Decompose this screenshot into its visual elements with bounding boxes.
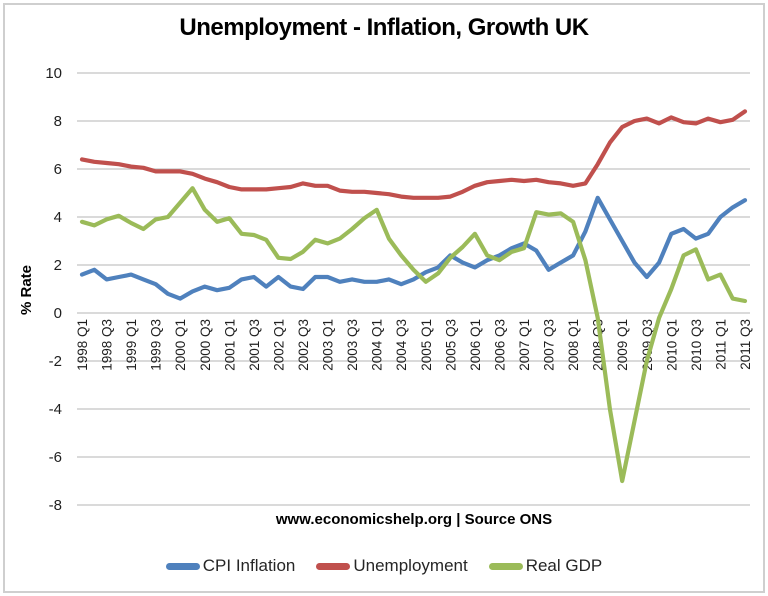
x-tick-label: 2001 Q1 bbox=[222, 319, 237, 371]
x-tick-label: 2010 Q1 bbox=[664, 319, 679, 371]
legend-label-unemployment: Unemployment bbox=[353, 556, 468, 575]
x-tick-label: 2002 Q1 bbox=[271, 319, 286, 371]
x-tick-label: 2011 Q3 bbox=[738, 319, 753, 370]
legend-item-unemployment: Unemployment bbox=[316, 556, 468, 576]
x-tick-label: 2008 Q1 bbox=[566, 319, 581, 371]
x-tick-label: 2005 Q3 bbox=[443, 319, 458, 371]
x-tick-label: 2003 Q1 bbox=[321, 319, 336, 371]
x-tick-label: 2011 Q1 bbox=[713, 319, 728, 370]
legend-swatch-real-gdp bbox=[488, 562, 523, 570]
legend-swatch-cpi-inflation bbox=[165, 562, 200, 570]
series-line-real-gdp bbox=[79, 186, 748, 484]
x-tick-label: 2007 Q1 bbox=[517, 319, 532, 371]
y-tick-label: 6 bbox=[54, 161, 62, 178]
x-tick-label: 2007 Q3 bbox=[542, 319, 557, 371]
y-tick-label: 2 bbox=[54, 257, 62, 274]
x-tick-label: 2006 Q3 bbox=[492, 319, 507, 371]
x-tick-label: 1999 Q1 bbox=[124, 319, 139, 371]
series-line-unemployment bbox=[79, 109, 748, 200]
x-tick-label: 2004 Q3 bbox=[394, 319, 409, 371]
chart-title: Unemployment - Inflation, Growth UK bbox=[179, 14, 589, 41]
x-tick-label: 1998 Q3 bbox=[100, 319, 115, 371]
x-tick-label: 2002 Q3 bbox=[296, 319, 311, 371]
x-tick-label: 2001 Q3 bbox=[247, 319, 262, 371]
series-line-cpi-inflation bbox=[79, 195, 748, 301]
x-tick-label: 1998 Q1 bbox=[75, 319, 90, 371]
x-tick-label: 2000 Q3 bbox=[198, 319, 213, 371]
x-tick-label: 2004 Q1 bbox=[370, 319, 385, 371]
y-tick-label: -2 bbox=[49, 353, 62, 370]
legend-item-cpi-inflation: CPI Inflation bbox=[165, 556, 296, 576]
y-axis-label: % Rate bbox=[18, 265, 35, 315]
legend-item-real-gdp: Real GDP bbox=[488, 556, 603, 576]
x-tick-label: 2010 Q3 bbox=[689, 319, 704, 371]
y-tick-label: -8 bbox=[49, 497, 62, 514]
x-tick-label: 2000 Q1 bbox=[173, 319, 188, 371]
x-tick-label: 2003 Q3 bbox=[345, 319, 360, 371]
legend-label-real-gdp: Real GDP bbox=[525, 556, 603, 575]
y-tick-label: 10 bbox=[45, 65, 62, 82]
y-tick-label: 0 bbox=[54, 305, 62, 322]
x-tick-label: 2005 Q1 bbox=[419, 319, 434, 371]
x-tick-label: 2006 Q1 bbox=[468, 319, 483, 371]
y-tick-label: -4 bbox=[49, 401, 62, 418]
x-tick-label: 2009 Q3 bbox=[640, 319, 655, 371]
legend-label-cpi-inflation: CPI Inflation bbox=[202, 556, 296, 575]
source-credit: www.economicshelp.org | Source ONS bbox=[275, 511, 553, 528]
legend-swatch-unemployment bbox=[316, 562, 351, 570]
x-tick-label: 1999 Q3 bbox=[149, 319, 164, 371]
y-tick-label: -6 bbox=[49, 449, 62, 466]
chart-legend: CPI Inflation Unemployment Real GDP bbox=[0, 556, 768, 576]
x-tick-label: 2009 Q1 bbox=[615, 319, 630, 371]
y-tick-label: 8 bbox=[54, 113, 62, 130]
y-tick-label: 4 bbox=[54, 209, 62, 226]
